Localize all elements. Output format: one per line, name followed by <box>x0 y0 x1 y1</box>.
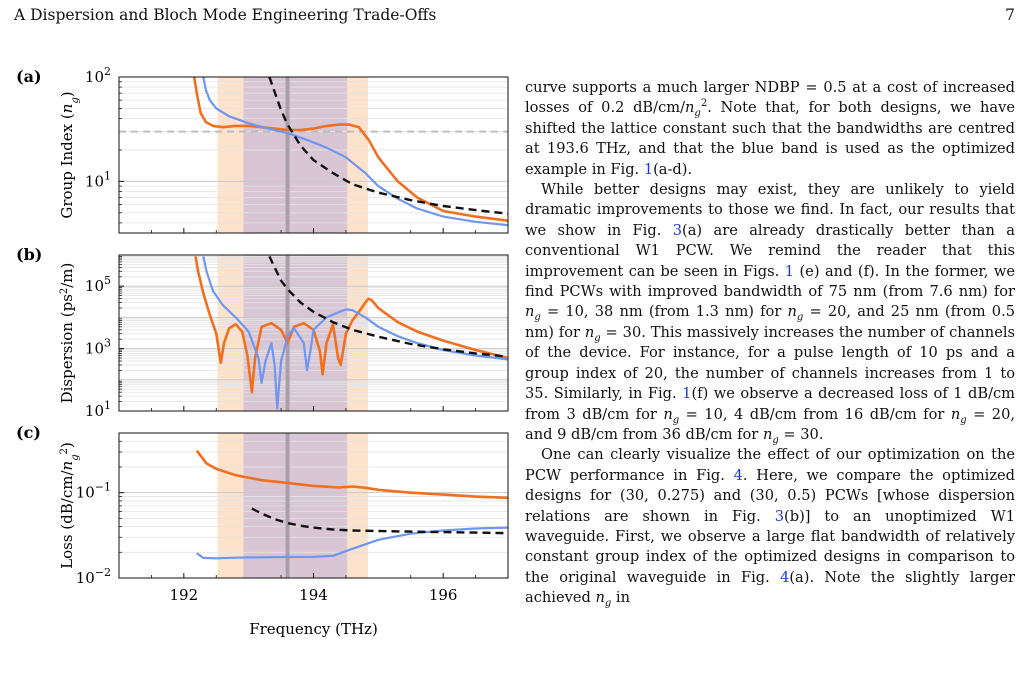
math-symbol: n <box>685 99 695 117</box>
y-axis-label: Dispersion (ps2/m) <box>58 263 76 404</box>
figure-ref-link[interactable]: 4 <box>780 568 790 586</box>
figure-ref-link[interactable]: 1 <box>643 160 654 178</box>
figure-ref-link[interactable]: 3 <box>774 507 785 525</box>
section-heading: A Dispersion and Bloch Mode Engineering … <box>14 6 437 24</box>
math-subscript: g <box>534 312 541 324</box>
paragraph-3: One can clearly visualize the effect of … <box>525 446 1016 610</box>
math-symbol: n <box>762 425 773 443</box>
y-axis-label: Group Index (ng) <box>58 91 81 218</box>
figure-ref-link[interactable]: 1 <box>682 385 692 403</box>
panel-a: 102 101 (a) Group Index (ng) <box>16 65 509 234</box>
x-axis-label: Frequency (THz) <box>249 620 378 638</box>
panel-c: 10−1 10−2 192 194 196 (c) Loss (dB/cm/ng2) <box>16 423 509 604</box>
figure-ref-link[interactable]: 4 <box>733 466 743 484</box>
math-subscript: g <box>672 414 680 426</box>
y-tick-label: 102 <box>85 65 111 86</box>
math-subscript: g <box>594 332 601 344</box>
y-tick-label: 10−1 <box>76 481 111 502</box>
page-number: 7 <box>1005 6 1015 24</box>
math-symbol: n <box>595 589 605 607</box>
orange-series-line <box>192 77 508 222</box>
figure-ref-link[interactable]: 1 <box>784 262 795 280</box>
orange-series-line <box>194 256 508 394</box>
paragraph-1: curve supports a much larger NDBP = 0.5 … <box>525 79 1015 178</box>
math-subscript: g <box>960 414 967 426</box>
y-tick-label: 103 <box>85 337 111 358</box>
panel-label: (c) <box>16 423 41 442</box>
y-tick-label: 10−2 <box>76 566 111 587</box>
figure-panels: 102 101 (a) Group Index (ng) 105 103 101 (b) Dis… <box>16 65 509 638</box>
x-tick-label: 192 <box>170 586 199 604</box>
math-symbol: n <box>663 405 673 423</box>
math-subscript: g <box>694 108 701 120</box>
black-series-line <box>251 507 508 535</box>
blue-series-line <box>202 77 508 227</box>
y-tick-label: 101 <box>85 399 111 420</box>
blue-bandwidth-band <box>243 77 348 233</box>
figure-ref-link[interactable]: 3 <box>672 221 683 239</box>
paragraph-2: While better designs may exist, they are… <box>525 181 1015 446</box>
orange-series-line <box>195 449 508 500</box>
x-tick-label: 196 <box>429 586 458 604</box>
panel-b: 105 103 101 (b) Dispersion (ps2/m) <box>16 245 509 420</box>
y-axis-label: Loss (dB/cm/ng2) <box>58 442 81 569</box>
math-subscript: g <box>772 434 779 446</box>
math-subscript: g <box>604 598 612 610</box>
math-subscript: g <box>796 312 804 324</box>
body-text-column: curve supports a much larger NDBP = 0.5 … <box>525 78 1015 609</box>
math-superscript: 2 <box>700 98 708 110</box>
black-series-line <box>268 255 508 358</box>
math-symbol: n <box>787 303 797 321</box>
math-symbol: n <box>525 303 535 321</box>
math-symbol: n <box>584 323 595 341</box>
panel-label: (b) <box>16 245 42 264</box>
y-tick-label: 101 <box>85 169 111 190</box>
black-series-line <box>268 77 508 215</box>
x-tick-label: 194 <box>299 586 328 604</box>
y-tick-label: 105 <box>85 274 111 295</box>
math-symbol: n <box>950 405 961 423</box>
panel-label: (a) <box>16 67 42 86</box>
blue-series-line <box>202 256 508 410</box>
